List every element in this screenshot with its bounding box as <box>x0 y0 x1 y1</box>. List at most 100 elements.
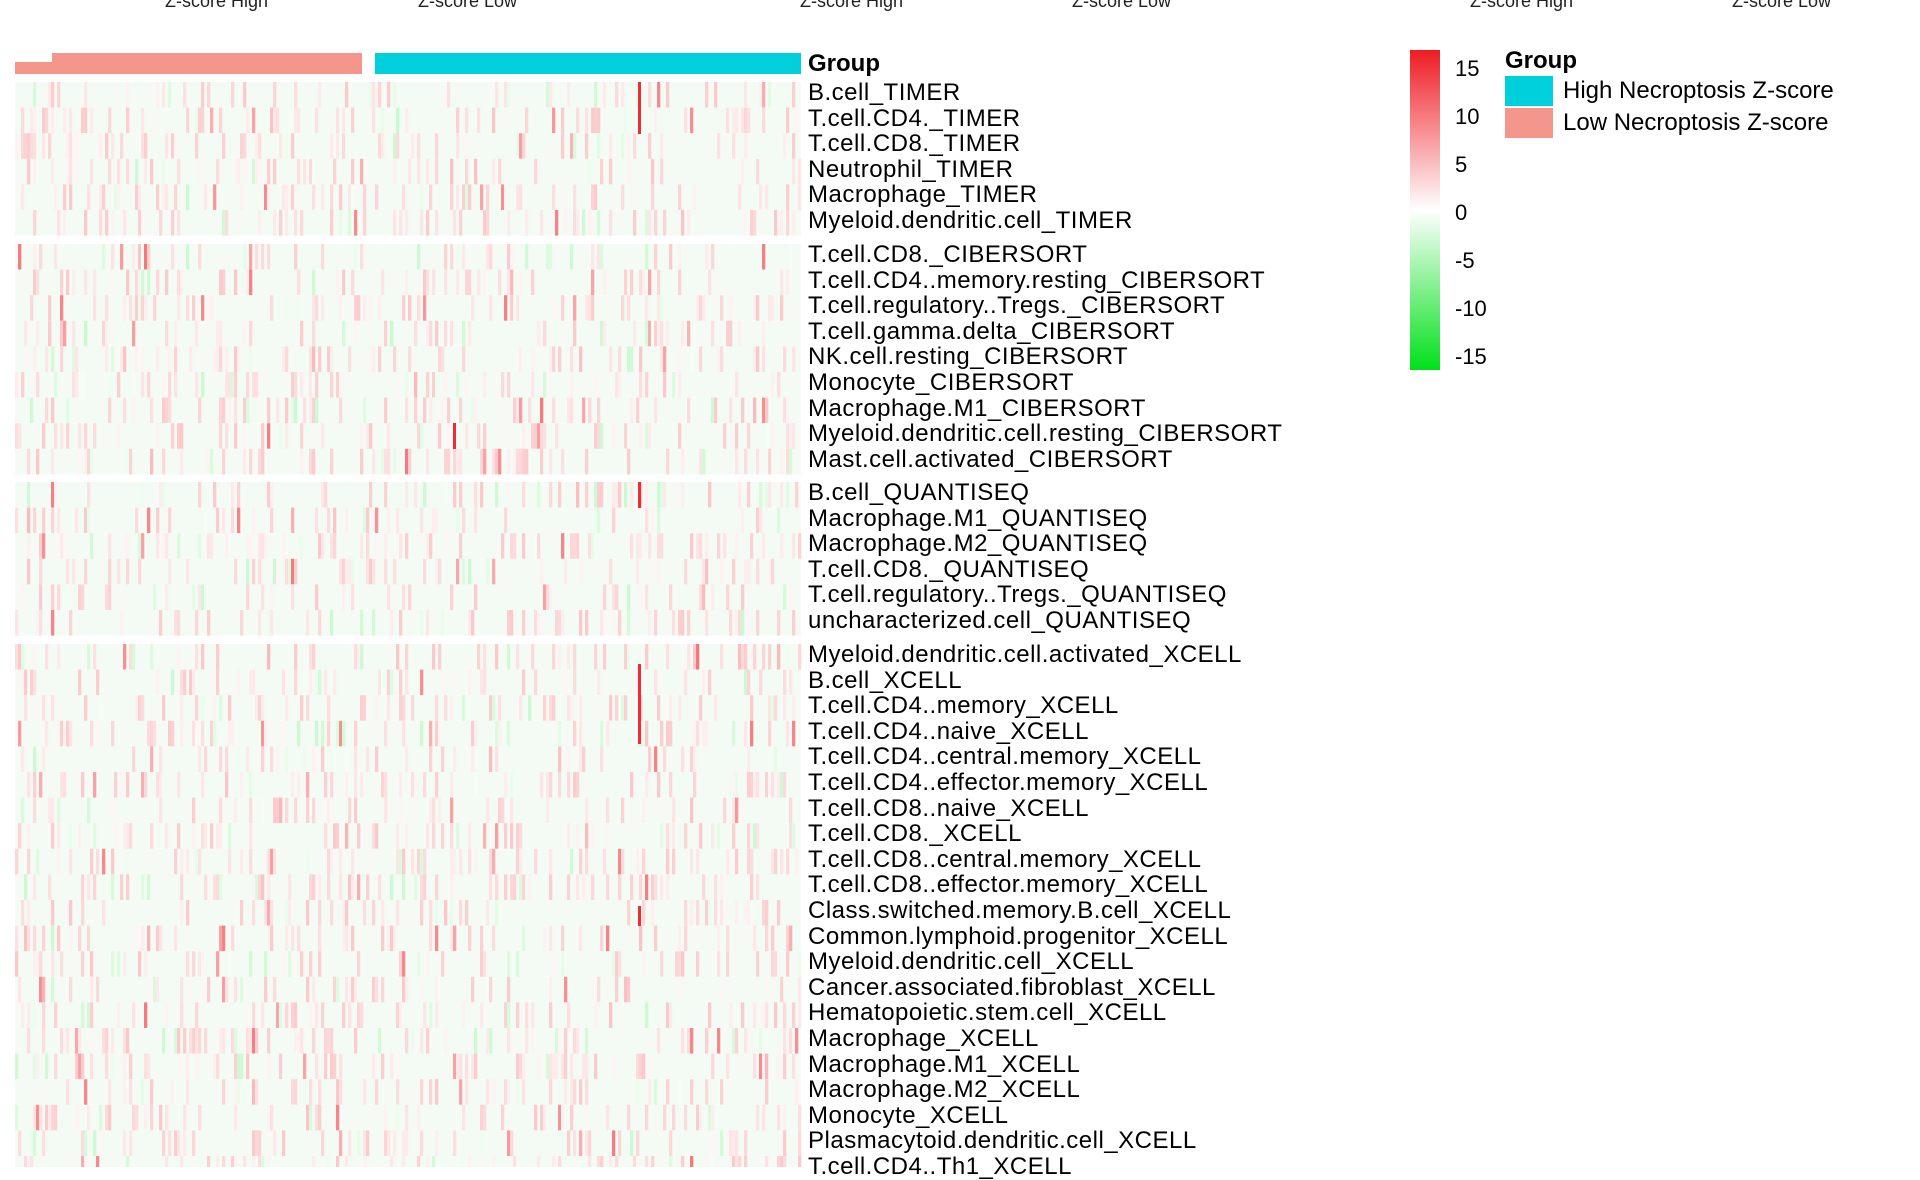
heatmap-cell <box>309 158 313 185</box>
heatmap-cell <box>654 107 658 134</box>
heatmap-cell <box>225 346 229 372</box>
heatmap-cell <box>300 951 304 977</box>
heatmap-cell <box>123 295 127 321</box>
heatmap-cell <box>498 797 502 824</box>
heatmap-cell <box>522 925 526 952</box>
heatmap-cell <box>597 107 601 134</box>
heatmap-cell <box>249 848 253 875</box>
heatmap-cell <box>255 133 259 159</box>
heatmap-cell <box>636 558 640 585</box>
heatmap-cell <box>420 669 424 696</box>
heatmap-cell <box>561 533 565 559</box>
heatmap-cell <box>231 1156 235 1167</box>
heatmap-cell <box>576 107 580 134</box>
heatmap-cell <box>24 695 28 721</box>
heatmap-cell <box>351 107 355 134</box>
heatmap-cell <box>492 558 496 585</box>
heatmap-cell <box>66 558 70 585</box>
heatmap-cell <box>234 1053 238 1080</box>
heatmap-cell <box>300 1028 304 1054</box>
heatmap-cell <box>129 644 133 670</box>
heatmap-cell <box>180 1156 184 1167</box>
heatmap-cell <box>252 158 256 185</box>
heatmap-cell <box>783 1028 787 1054</box>
heatmap-cell <box>768 448 772 475</box>
heatmap-cell <box>378 669 382 696</box>
heatmap-cell <box>645 482 649 508</box>
heatmap-cell <box>780 210 784 236</box>
heatmap-cell <box>402 1156 406 1167</box>
heatmap-cell <box>714 695 718 721</box>
heatmap-cell <box>561 295 565 321</box>
heatmap-cell <box>711 1156 715 1167</box>
heatmap-cell <box>747 772 751 798</box>
heatmap-cell <box>150 158 154 185</box>
heatmap-cell <box>468 823 472 849</box>
heatmap-cell <box>285 925 289 952</box>
heatmap-cell <box>177 610 181 636</box>
heatmap-cell <box>429 925 433 952</box>
heatmap-cell <box>720 976 724 1003</box>
heatmap-cell <box>777 1104 781 1131</box>
heatmap-cell <box>255 1130 259 1156</box>
heatmap-cell <box>198 533 202 559</box>
heatmap-cell <box>177 533 181 559</box>
heatmap-cell <box>468 269 472 296</box>
heatmap-cell <box>783 133 787 159</box>
heatmap-cell <box>579 610 583 636</box>
heatmap-cell <box>642 1053 646 1080</box>
heatmap-cell <box>717 1079 721 1105</box>
heatmap-cell <box>135 1104 139 1131</box>
heatmap-cell <box>372 82 376 108</box>
heatmap-cell <box>366 558 370 585</box>
heatmap-cell <box>252 1130 256 1156</box>
heatmap-cell <box>294 1002 298 1028</box>
heatmap-cell <box>741 397 745 424</box>
heatmap-cell <box>102 184 106 210</box>
heatmap-cell <box>321 184 325 210</box>
heatmap-cell <box>165 533 169 559</box>
heatmap-cell <box>558 346 562 372</box>
heatmap-cell <box>36 372 40 398</box>
heatmap-cell <box>51 158 55 185</box>
heatmap-cell <box>222 133 226 159</box>
heatmap-cell <box>684 925 688 952</box>
heatmap-cell <box>657 295 661 321</box>
heatmap-cell <box>438 644 442 670</box>
heatmap-cell <box>720 900 724 926</box>
heatmap-cell <box>342 558 346 585</box>
heatmap-cell <box>15 423 19 449</box>
heatmap-cell <box>384 1104 388 1131</box>
heatmap-cell <box>33 772 37 798</box>
heatmap-cell <box>27 848 31 875</box>
heatmap-cell <box>84 874 88 900</box>
heatmap-cell <box>666 448 670 475</box>
heatmap-cell <box>87 874 91 900</box>
heatmap-cell <box>777 1053 781 1080</box>
heatmap-cell <box>105 210 109 236</box>
heatmap-cell <box>798 533 802 559</box>
heatmap-cell <box>552 423 556 449</box>
heatmap-cell <box>465 133 469 159</box>
heatmap-cell <box>351 184 355 210</box>
heatmap-cell <box>744 558 748 585</box>
heatmap-cell <box>168 720 172 747</box>
heatmap-cell <box>690 746 694 772</box>
heatmap-cell <box>408 346 412 372</box>
heatmap-cell <box>165 133 169 159</box>
heatmap-cell <box>459 900 463 926</box>
heatmap-cell <box>276 1002 280 1028</box>
heatmap-cell <box>735 848 739 875</box>
heatmap-cell <box>450 848 454 875</box>
heatmap-cell <box>363 823 367 849</box>
heatmap-cell <box>318 610 322 636</box>
heatmap-cell <box>141 772 145 798</box>
heatmap-cell <box>234 976 238 1003</box>
colorbar-tick-label: -10 <box>1455 296 1487 321</box>
heatmap-cell <box>312 346 316 372</box>
heatmap-cell <box>663 346 667 372</box>
heatmap-cell <box>471 720 475 747</box>
heatmap-cell <box>78 925 82 952</box>
heatmap-cell <box>315 669 319 696</box>
heatmap-cell <box>426 269 430 296</box>
